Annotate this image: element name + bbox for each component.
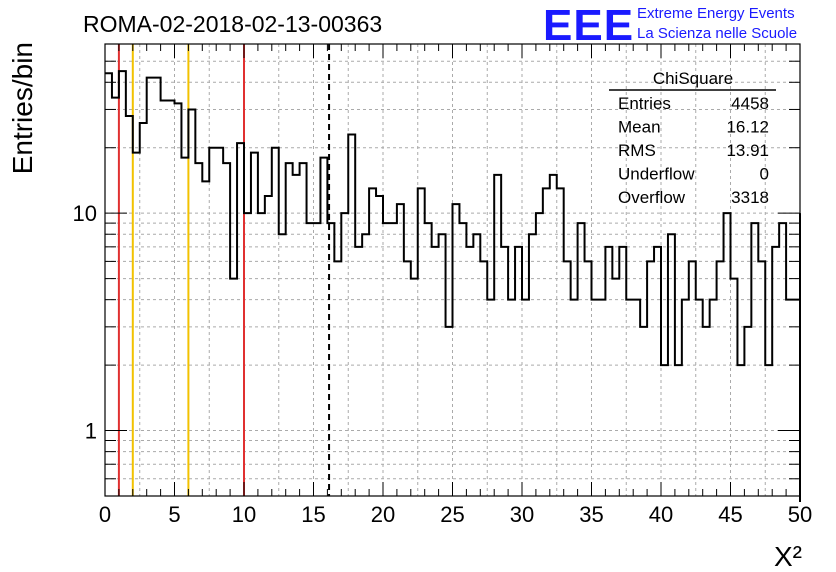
eee-logo-mark: EEE (543, 1, 634, 50)
stats-row-label: Mean (618, 118, 661, 137)
stats-row-label: Entries (618, 94, 671, 113)
x-tick-label: 45 (718, 502, 742, 527)
x-tick-label: 10 (232, 502, 256, 527)
stats-row-label: Underflow (618, 165, 695, 184)
chart-title: ROMA-02-2018-02-13-00363 (83, 11, 382, 37)
stats-row-value: 3318 (731, 188, 769, 207)
eee-logo-line2: La Scienza nelle Scuole (637, 25, 797, 42)
x-tick-label: 40 (649, 502, 673, 527)
histogram-outline (105, 70, 801, 502)
eee-logo-line1: Extreme Energy Events (637, 5, 795, 22)
stats-box: ChiSquare Entries 4458 Mean 16.12 RMS 13.91 Un… (609, 69, 776, 207)
x-tick-label: 25 (440, 502, 464, 527)
stats-row-value: 13.91 (726, 141, 769, 160)
eee-logo: EEE Extreme Energy Events La Scienza nel… (543, 1, 797, 50)
stats-row-value: 0 (760, 165, 769, 184)
x-tick-label: 0 (99, 502, 111, 527)
stats-row-label: RMS (618, 141, 656, 160)
x-tick-label: 15 (301, 502, 325, 527)
x-tick-label: 50 (788, 502, 812, 527)
x-tick-label: 35 (579, 502, 603, 527)
y-tick-label: 10 (73, 201, 97, 226)
x-axis-label: X² (774, 541, 802, 572)
axis-tick-labels: 0 5 10 15 20 25 30 35 40 45 50 1 10 (73, 201, 813, 527)
stats-row-value: 4458 (731, 94, 769, 113)
x-tick-label: 30 (510, 502, 534, 527)
y-tick-label: 1 (85, 419, 97, 444)
y-axis-label: Entries/bin (7, 42, 38, 174)
axis-ticks (104, 44, 801, 496)
stats-box-rows: Entries 4458 Mean 16.12 RMS 13.91 Underflow 0 Ov… (618, 94, 769, 207)
stats-row-label: Overflow (618, 188, 686, 207)
grid (105, 44, 800, 496)
stats-box-title: ChiSquare (653, 69, 733, 88)
x-tick-label: 5 (168, 502, 180, 527)
stats-row-value: 16.12 (726, 118, 769, 137)
x-tick-label: 20 (371, 502, 395, 527)
